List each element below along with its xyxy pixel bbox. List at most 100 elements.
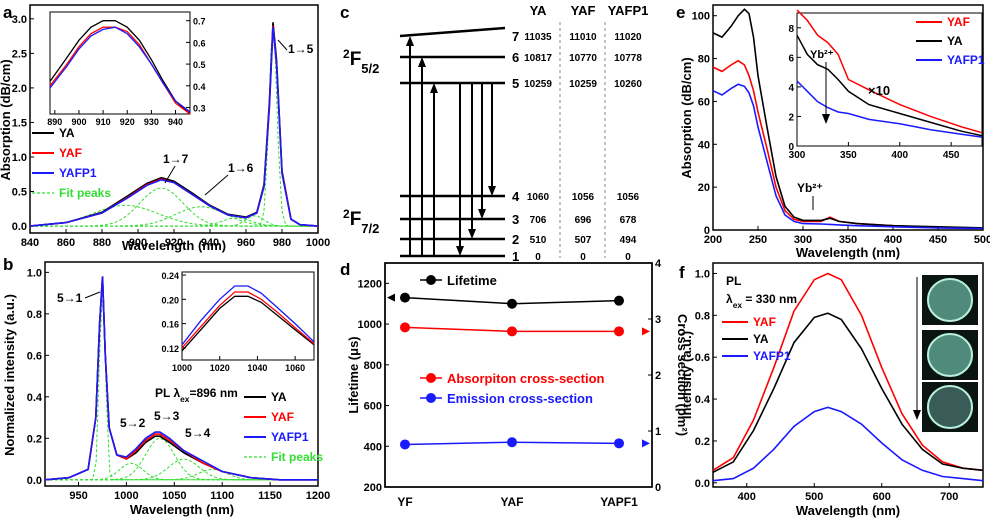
arrow-head [418, 57, 426, 67]
panel-letter: f [679, 263, 685, 282]
x-tick-label: 950 [69, 490, 87, 502]
axis-indicator [642, 439, 650, 448]
y-tick-label: 0.24 [161, 271, 179, 281]
x-tick-label: 1150 [258, 490, 282, 502]
y-tick-label: 1000 [358, 319, 382, 331]
data-point [614, 295, 624, 306]
y-tick-label: 4 [788, 83, 794, 94]
annotation: Yb²⁺ [797, 181, 823, 195]
x-tick-label: 1000 [114, 490, 138, 502]
y-tick-label: 0 [704, 225, 710, 237]
y-tick-label: 0 [788, 142, 794, 153]
x-tick-label: 910 [96, 117, 111, 127]
y-tick-label: 0.7 [193, 17, 206, 27]
y-axis-label: Lifetime (μs) [346, 336, 361, 413]
fit-peak-line [30, 215, 318, 227]
annotation: 1→6 [228, 161, 254, 175]
y-axis-label: Normalized intensity (a.u.) [2, 294, 17, 456]
x-tick-label: 1200 [306, 490, 330, 502]
pl-label: PL [726, 274, 741, 288]
y-tick-label: 0.4 [193, 82, 206, 92]
panel-letter: d [340, 260, 350, 279]
data-point [507, 437, 517, 448]
level-number: 3 [512, 212, 519, 227]
level-number: 7 [512, 29, 519, 44]
annotation: 5→4 [185, 426, 211, 440]
arrow-head [430, 83, 438, 93]
x-tick-label: 600 [873, 491, 891, 503]
excitation-label: PL λex=896 nm [155, 386, 238, 404]
axis-indicator [387, 293, 395, 302]
y-tick-label: 20 [698, 182, 710, 194]
inset-series-yaf [796, 9, 983, 134]
level-energy: 1056 [617, 192, 640, 203]
legend-marker [426, 373, 436, 383]
x-tick-label: 200 [704, 234, 722, 246]
sample-disc [927, 385, 973, 429]
x-tick-label: 350 [840, 150, 857, 161]
data-point [507, 298, 517, 309]
series-yafp1 [29, 27, 319, 227]
level-energy: 10770 [569, 53, 597, 64]
excitation-label: λex = 330 nm [726, 292, 797, 310]
panel-letter: c [340, 3, 349, 22]
x-axis-label: Wavelength (nm) [796, 245, 900, 260]
arrow-head [488, 186, 496, 196]
level-energy: 10260 [614, 79, 642, 90]
inset-series-yafp1 [796, 80, 983, 138]
x-tick-label: 400 [738, 491, 756, 503]
y-tick-label: 0.4 [27, 392, 43, 404]
legend-label: YA [753, 332, 769, 346]
legend-label: YAF [271, 410, 294, 424]
category-label: YAPF1 [600, 495, 638, 509]
y-tick-label: 60 [698, 96, 710, 108]
level-number: 4 [512, 189, 520, 204]
data-point [614, 438, 624, 449]
level-energy: 678 [620, 215, 637, 226]
legend-marker [426, 393, 436, 403]
y-tick-label: 0.2 [27, 433, 42, 445]
y-tick-label: 0.5 [12, 187, 27, 199]
sample-disc [927, 278, 973, 322]
arrow-head [406, 36, 414, 46]
y-tick-label: 0.3 [193, 103, 206, 113]
y-tick-label: 4 [655, 258, 662, 270]
x-tick-label: 840 [21, 237, 39, 249]
legend-label: YAFP1 [59, 166, 97, 180]
x-tick-label: 300 [794, 234, 812, 246]
x-tick-label: 1000 [172, 363, 192, 373]
x-axis-label: Wavelength (nm) [130, 502, 234, 517]
level-energy: 0 [535, 252, 541, 263]
panel-b-axes: 950 1000 1050 1100 1150 1200 0.0 0.2 0.4 0.6 0.8 1.… [27, 261, 330, 502]
level-energy: 0 [580, 252, 586, 263]
axis-indicator [642, 327, 650, 336]
level-energy: 11010 [569, 32, 597, 43]
plot-frame [49, 11, 191, 115]
x-axis-label: Wavelength (nm) [122, 238, 226, 253]
y-tick-label: 1.0 [27, 267, 42, 279]
level-number: 2 [512, 232, 519, 247]
table-header: YAFP1 [608, 3, 649, 18]
x-tick-label: 450 [943, 150, 960, 161]
x-tick-label: 700 [940, 491, 958, 503]
x-tick-label: 860 [57, 237, 75, 249]
x-tick-label: 890 [47, 117, 62, 127]
level-energy: 1056 [572, 192, 595, 203]
inset-series-yafp1 [181, 285, 315, 346]
series-yafp1 [712, 83, 984, 230]
legend-label: Emission cross-section [447, 391, 593, 406]
annotation: 5→1 [57, 291, 83, 305]
panel-letter: b [3, 255, 13, 274]
y-tick-label: 0.2 [695, 436, 710, 448]
x-tick-label: 900 [71, 117, 86, 127]
y-tick-label: 1200 [358, 278, 382, 290]
x-tick-label: 1060 [285, 363, 305, 373]
energy-level [399, 26, 506, 38]
level-energy: 10817 [524, 53, 552, 64]
y-tick-label: 0.20 [161, 295, 179, 305]
y-tick-label: 6 [788, 53, 794, 64]
x-tick-label: 880 [93, 237, 111, 249]
inset-series-ya [181, 295, 315, 352]
x-tick-label: 1020 [210, 363, 230, 373]
